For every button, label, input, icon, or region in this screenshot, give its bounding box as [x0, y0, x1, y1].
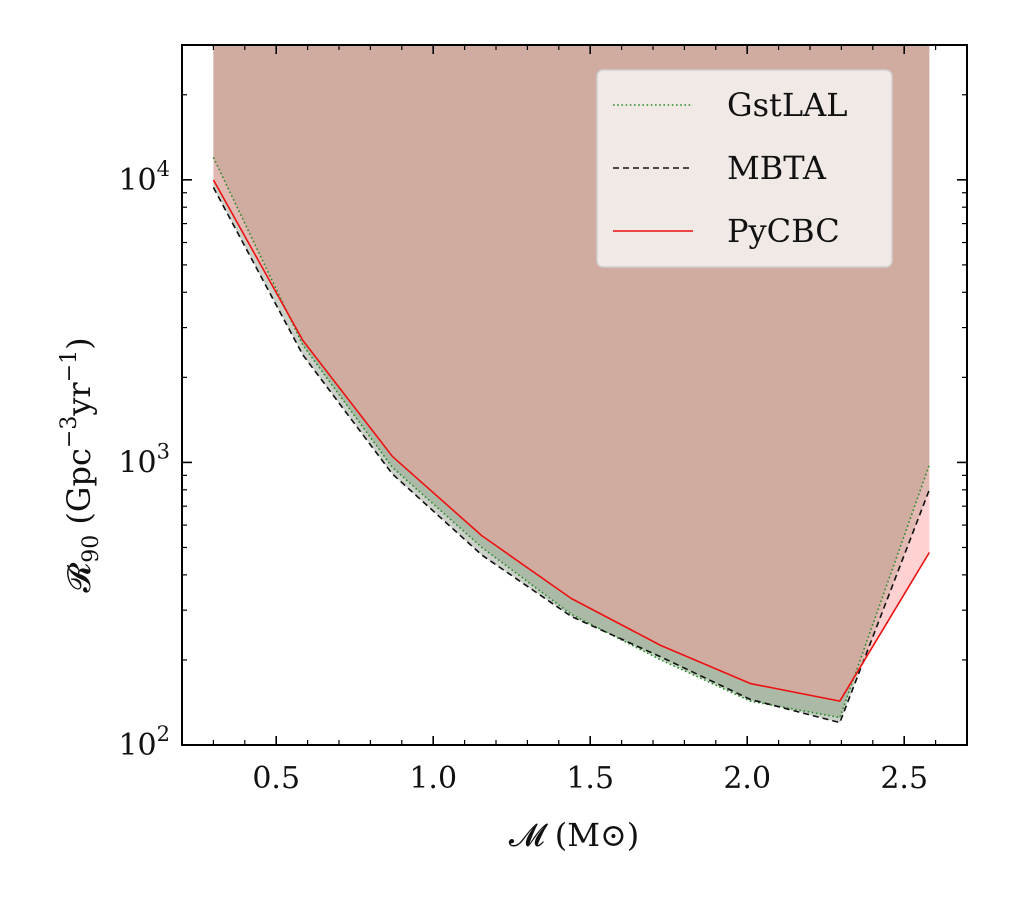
x-tick-label: 1.0 [409, 761, 457, 796]
plot-frame [181, 44, 968, 746]
legend-box [596, 69, 893, 268]
x-tick-label: 2.5 [880, 761, 928, 796]
y-tick-label: 104 [118, 157, 170, 198]
legend: GstLAL MBTA PyCBC [596, 69, 893, 268]
x-tick-label: 0.5 [252, 761, 300, 796]
y-axis-label-main: 𝓡 [60, 563, 98, 593]
y-axis-label-sup-b: −1 [57, 350, 82, 382]
axes-layer: 0.5 1.0 1.5 2.0 2.5 102 103 104 [118, 44, 968, 796]
y-axis-label-units-c: ) [60, 337, 98, 349]
y-tick-label: 103 [118, 439, 170, 480]
x-tick-label: 2.0 [723, 761, 771, 796]
line-pycbc [212, 179, 931, 702]
y-axis-label-sup-a: −3 [57, 416, 82, 448]
legend-label-pycbc: PyCBC [727, 212, 840, 250]
lines-layer [212, 157, 931, 724]
x-tick-label: 1.5 [566, 761, 614, 796]
labels-layer: 𝓜 (M⊙) 𝓡90 (Gpc−3yr−1) [57, 337, 639, 854]
y-axis-label: 𝓡90 (Gpc−3yr−1) [57, 337, 104, 592]
y-axis-label-sub: 90 [79, 535, 104, 563]
x-axis-label: 𝓜 (M⊙) [509, 816, 640, 854]
y-tick-label: 102 [118, 722, 170, 763]
y-axis-label-units-a: (Gpc [60, 448, 98, 535]
y-axis-label-units-b: yr [60, 382, 98, 417]
legend-label-gstlal: GstLAL [727, 86, 847, 124]
legend-label-mbta: MBTA [727, 149, 827, 187]
